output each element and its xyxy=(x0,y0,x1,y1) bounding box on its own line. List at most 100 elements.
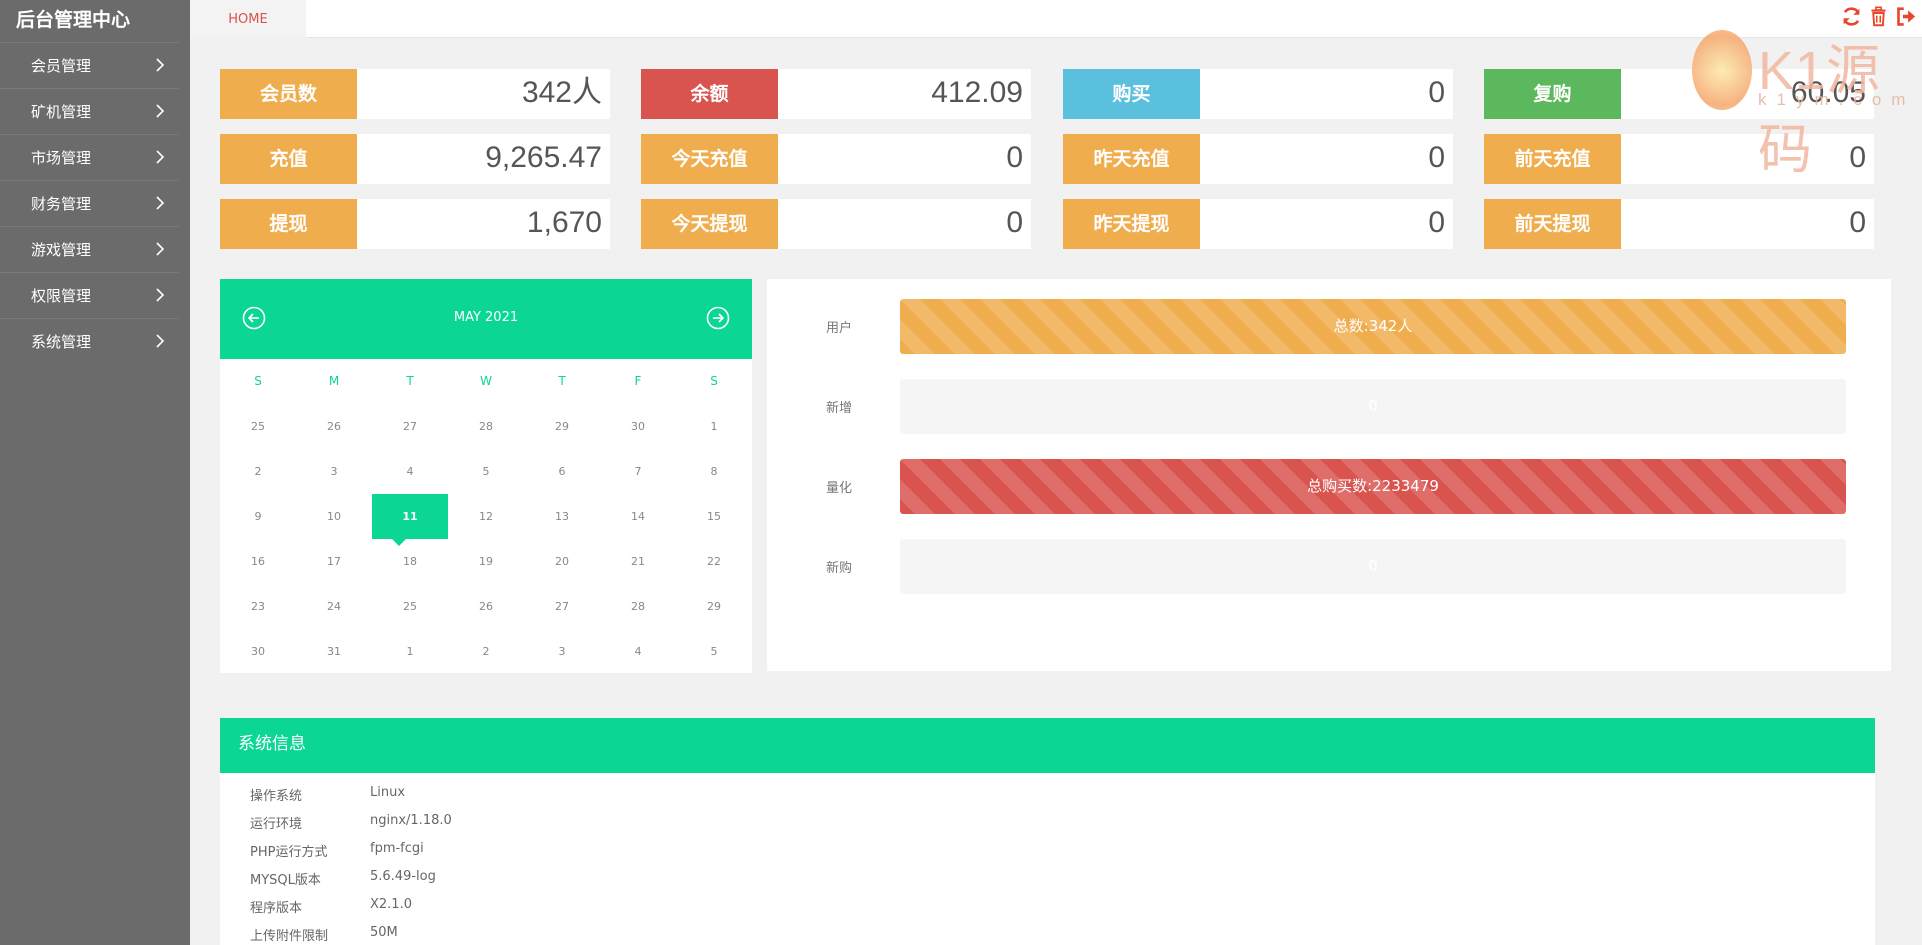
chevron-right-icon xyxy=(156,334,165,348)
sidebar-item[interactable]: 矿机管理 xyxy=(0,88,179,134)
tab-home[interactable]: HOME xyxy=(190,0,306,38)
calendar-day[interactable]: 30 xyxy=(631,420,645,433)
watermark-text: K1源码 xyxy=(1758,41,1882,180)
sidebar-item-label: 系统管理 xyxy=(31,333,92,351)
calendar-day[interactable]: 13 xyxy=(555,510,569,523)
stat-value: 342人 xyxy=(521,76,602,109)
calendar-day[interactable]: 14 xyxy=(631,510,645,523)
sidebar-item[interactable]: 系统管理 xyxy=(0,318,179,364)
calendar-grid: S M T W T F S 25 26 27 28 29 30 1 2 3 4 5 6 7 8 9 10 11 12 13 14 15… xyxy=(220,359,752,674)
system-info-key: MYSQL版本 xyxy=(250,873,321,888)
stat-value: 412.09 xyxy=(931,76,1023,109)
sidebar-item-label: 财务管理 xyxy=(31,195,92,213)
calendar-day[interactable]: 5 xyxy=(482,465,490,478)
top-actions xyxy=(1841,6,1916,27)
sidebar-item-label: 游戏管理 xyxy=(31,241,92,259)
calendar-day[interactable]: 29 xyxy=(555,420,569,433)
app-title: 后台管理中心 xyxy=(16,9,131,31)
system-info-key: PHP运行方式 xyxy=(250,845,328,860)
calendar-day[interactable]: 11 xyxy=(372,494,448,546)
calendar-day[interactable]: 1 xyxy=(406,645,414,658)
stat-value: 0 xyxy=(1428,206,1445,239)
progress-bar xyxy=(900,459,1846,514)
calendar-day[interactable]: 19 xyxy=(479,555,493,568)
calendar-week: 2 3 4 5 6 7 8 xyxy=(220,449,752,494)
stat-value: 0 xyxy=(1428,141,1445,174)
calendar-next-icon[interactable] xyxy=(706,306,730,330)
progress-row: 用户 总数:342人 xyxy=(767,299,1891,354)
stat-card: 购买 0 xyxy=(1063,69,1453,119)
stat-value: 0 xyxy=(1006,141,1023,174)
calendar-day[interactable]: 24 xyxy=(327,600,341,613)
calendar-day[interactable]: 28 xyxy=(631,600,645,613)
logout-icon[interactable] xyxy=(1895,6,1916,27)
sidebar-item-label: 会员管理 xyxy=(31,57,92,75)
calendar-day[interactable]: 16 xyxy=(251,555,265,568)
calendar-day[interactable]: 28 xyxy=(479,420,493,433)
calendar-day[interactable]: 1 xyxy=(710,420,718,433)
watermark-url: k1ym.com xyxy=(1758,90,1916,109)
calendar-day[interactable]: 6 xyxy=(558,465,566,478)
stat-label: 购买 xyxy=(1063,69,1200,119)
system-info-key: 上传附件限制 xyxy=(250,929,329,944)
calendar-day[interactable]: 30 xyxy=(251,645,265,658)
sidebar-item-label: 权限管理 xyxy=(31,287,92,305)
calendar-weekday: W xyxy=(480,374,492,388)
calendar: MAY 2021 S M T W T F S 25 26 27 28 29 30 1 2 3 4 5 6 7 8 9 10 1… xyxy=(220,279,752,673)
system-info-value: nginx/1.18.0 xyxy=(370,813,452,828)
system-info-value: X2.1.0 xyxy=(370,897,412,912)
sidebar-item[interactable]: 会员管理 xyxy=(0,42,179,88)
calendar-day[interactable]: 9 xyxy=(254,510,262,523)
calendar-weekday: T xyxy=(558,374,566,388)
calendar-day[interactable]: 12 xyxy=(479,510,493,523)
system-info-key: 操作系统 xyxy=(250,789,303,804)
calendar-day[interactable]: 18 xyxy=(403,555,417,568)
calendar-day[interactable]: 7 xyxy=(634,465,642,478)
calendar-day[interactable]: 31 xyxy=(327,645,341,658)
calendar-prev-icon[interactable] xyxy=(242,306,266,330)
calendar-weekday: M xyxy=(328,374,340,388)
calendar-day[interactable]: 25 xyxy=(251,420,265,433)
stat-value: 0 xyxy=(1849,206,1866,239)
calendar-day[interactable]: 2 xyxy=(482,645,490,658)
stat-card: 今天提现 0 xyxy=(641,199,1031,249)
calendar-day[interactable]: 21 xyxy=(631,555,645,568)
calendar-day[interactable]: 26 xyxy=(327,420,341,433)
stat-label: 前天充值 xyxy=(1484,134,1621,184)
system-info-row: 上传附件限制 50M xyxy=(220,919,1875,945)
calendar-day[interactable]: 26 xyxy=(479,600,493,613)
stat-card: 会员数 342人 xyxy=(220,69,610,119)
calendar-day[interactable]: 10 xyxy=(327,510,341,523)
progress-row: 新购 0 xyxy=(767,539,1891,594)
sidebar-item[interactable]: 权限管理 xyxy=(0,272,179,318)
calendar-day[interactable]: 15 xyxy=(707,510,721,523)
sidebar-item-label: 市场管理 xyxy=(31,149,92,167)
calendar-day[interactable]: 27 xyxy=(555,600,569,613)
calendar-week: 16 17 18 19 20 21 22 xyxy=(220,539,752,584)
stat-value: 0 xyxy=(1006,206,1023,239)
calendar-day[interactable]: 2 xyxy=(254,465,262,478)
calendar-day[interactable]: 29 xyxy=(707,600,721,613)
trash-icon[interactable] xyxy=(1868,6,1889,27)
sidebar-item[interactable]: 市场管理 xyxy=(0,134,179,180)
sidebar-item[interactable]: 游戏管理 xyxy=(0,226,179,272)
stat-card: 充值 9,265.47 xyxy=(220,134,610,184)
calendar-day[interactable]: 3 xyxy=(330,465,338,478)
calendar-day[interactable]: 20 xyxy=(555,555,569,568)
stat-label: 复购 xyxy=(1484,69,1621,119)
calendar-day[interactable]: 5 xyxy=(710,645,718,658)
calendar-day[interactable]: 4 xyxy=(634,645,642,658)
calendar-day[interactable]: 27 xyxy=(403,420,417,433)
refresh-icon[interactable] xyxy=(1841,6,1862,27)
calendar-day[interactable]: 3 xyxy=(558,645,566,658)
calendar-day[interactable]: 23 xyxy=(251,600,265,613)
chevron-right-icon xyxy=(156,196,165,210)
calendar-day[interactable]: 8 xyxy=(710,465,718,478)
system-info-row: 程序版本 X2.1.0 xyxy=(220,891,1875,919)
calendar-day[interactable]: 17 xyxy=(327,555,341,568)
calendar-day[interactable]: 25 xyxy=(403,600,417,613)
calendar-day[interactable]: 22 xyxy=(707,555,721,568)
sidebar-item[interactable]: 财务管理 xyxy=(0,180,179,226)
system-info-row: MYSQL版本 5.6.49-log xyxy=(220,863,1875,891)
calendar-day[interactable]: 4 xyxy=(406,465,414,478)
